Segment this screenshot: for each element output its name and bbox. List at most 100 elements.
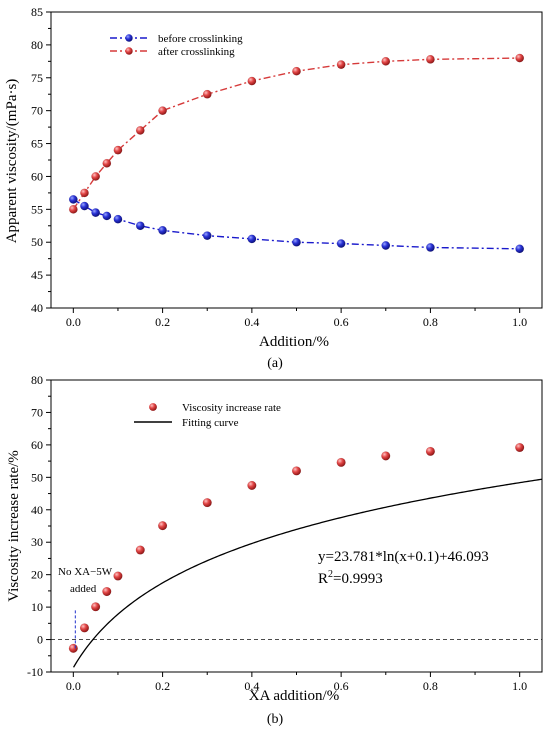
chart-a-y-tick-label: 40 — [31, 301, 43, 315]
chart-a-series-before-crosslinking-point — [80, 201, 89, 211]
chart-b-series-viscosity-increase-rate-point — [68, 643, 78, 653]
chart-a-frame — [50, 11, 543, 309]
chart-b-y-tick-label: 40 — [31, 503, 43, 517]
chart-b-series-viscosity-increase-rate-point — [291, 466, 302, 476]
chart-b-y-tick-label: -10 — [27, 665, 43, 679]
chart-b-series-viscosity-increase-rate-point — [515, 442, 525, 453]
chart-a-axes: 0.0 0.2 0.4 0.6 0.8 1.0 40 45 50 55 60 65 70 75 80 85 — [31, 5, 543, 329]
chart-a-series-after-crosslinking-point — [102, 158, 112, 168]
chart-b-y-tick-label: 70 — [31, 405, 43, 419]
chart-a-series-after-crosslinking-point — [202, 89, 212, 99]
chart-a-x-tick-label: 0.8 — [423, 315, 438, 329]
chart-a-y-tick-label: 60 — [31, 169, 43, 183]
chart-a: 0.0 0.2 0.4 0.6 0.8 1.0 40 45 50 55 60 65 70 75 80 85 b… — [4, 5, 543, 371]
chart-a-series-before-crosslinking-point — [336, 239, 346, 248]
chart-b-y-axis-label: Viscosity increase rate/% — [6, 450, 22, 602]
chart-a-series-after-crosslinking-point — [381, 56, 391, 66]
chart-b-series-viscosity-increase-rate-point — [102, 586, 112, 597]
chart-a-x-tick-label: 0.4 — [244, 315, 259, 329]
chart-a-series-after-crosslinking-point — [515, 53, 525, 63]
chart-b-series-fitting-curve-line — [72, 478, 543, 668]
chart-b-no-xa-callout: No XA−5W added — [58, 566, 113, 650]
chart-b-callout-line1: No XA−5W — [58, 566, 113, 578]
chart-a-y-tick-label: 70 — [31, 104, 43, 118]
chart-b-series-viscosity-increase-rate-point — [247, 480, 257, 491]
chart-b-x-tick-label: 0.4 — [244, 679, 259, 693]
chart-a-series-before-crosslinking-point — [102, 211, 112, 221]
chart-b-series-viscosity-increase-rate-point — [425, 446, 436, 456]
chart-a-series-before-crosslinking-point — [381, 241, 391, 250]
chart-b-series-viscosity-increase-rate-point — [381, 451, 391, 461]
chart-a-y-tick-label: 75 — [31, 71, 43, 85]
chart-a-y-tick-label: 50 — [31, 235, 43, 249]
chart-b: 0.0 0.2 0.4 0.6 0.8 1.0 -10 0 10 20 30 40 50 60 70 80 V… — [6, 373, 543, 727]
chart-b-x-tick-label: 1.0 — [512, 679, 527, 693]
chart-b-y-tick-label: 10 — [31, 600, 43, 614]
chart-a-series-before-crosslinking-point — [135, 221, 145, 231]
chart-a-x-tick-label: 0.2 — [155, 315, 170, 329]
chart-a-y-tick-label: 80 — [31, 38, 43, 52]
chart-b-series-viscosity-increase-rate-point — [79, 623, 90, 633]
chart-b-x-tick-label: 0.6 — [334, 679, 349, 693]
chart-b-r-squared: R2=0.9993 — [318, 569, 383, 587]
chart-b-panel-label: (b) — [267, 712, 284, 727]
chart-a-x-tick-label: 1.0 — [512, 315, 527, 329]
chart-a-series-before-crosslinking-point — [91, 208, 101, 218]
chart-b-callout-line2: added — [70, 583, 97, 595]
chart-a-series-after-crosslinking-line — [72, 57, 520, 210]
chart-b-y-tick-label: 60 — [31, 438, 43, 452]
chart-a-x-tick-label: 0.6 — [334, 315, 349, 329]
chart-b-y-tick-label: 20 — [31, 568, 43, 582]
chart-b-x-tick-label: 0.8 — [423, 679, 438, 693]
chart-b-legend-viscosity-increase-rate-marker — [149, 403, 157, 411]
chart-b-series-viscosity-increase-rate-point — [336, 457, 346, 468]
chart-b-legend: Viscosity increase rate Fitting curve — [134, 402, 281, 429]
chart-a-series-before-crosslinking-point — [292, 237, 301, 247]
chart-b-series-viscosity-increase-rate-point — [135, 545, 145, 555]
chart-b-x-tick-label: 0.2 — [155, 679, 170, 693]
chart-a-y-tick-label: 85 — [31, 5, 43, 19]
chart-b-fit-equation: y=23.781*ln(x+0.1)+46.093 — [318, 549, 489, 565]
chart-a-series-after-crosslinking-point — [247, 76, 257, 86]
chart-a-series-after-crosslinking-point — [158, 106, 167, 116]
chart-a-series-before-crosslinking-point — [158, 225, 167, 235]
chart-b-y-tick-label: 0 — [37, 633, 43, 647]
chart-a-y-tick-label: 55 — [31, 202, 43, 216]
chart-b-series-viscosity-increase-rate-point — [157, 521, 168, 531]
chart-a-y-tick-label: 65 — [31, 137, 43, 151]
chart-a-panel-label: (a) — [267, 356, 283, 371]
chart-b-series-layer — [68, 442, 543, 668]
chart-b-y-tick-label: 50 — [31, 470, 43, 484]
chart-a-legend-after-crosslinking-marker — [125, 47, 133, 55]
chart-b-y-tick-label: 80 — [31, 373, 43, 387]
chart-a-series-before-crosslinking-point — [202, 231, 212, 241]
chart-a-series-after-crosslinking-point — [135, 125, 145, 135]
chart-b-axes: 0.0 0.2 0.4 0.6 0.8 1.0 -10 0 10 20 30 40 50 60 70 80 — [27, 373, 543, 693]
chart-a-legend-before-crosslinking-label: before crosslinking — [158, 33, 243, 45]
chart-a-series-before-crosslinking-point — [113, 214, 123, 224]
chart-a-series-before-crosslinking-point — [426, 243, 435, 252]
chart-a-x-axis-label: Addition/% — [259, 334, 329, 350]
chart-a-y-tick-label: 45 — [31, 268, 43, 282]
chart-a-series-after-crosslinking-point — [80, 188, 89, 198]
chart-a-series-before-crosslinking-line — [72, 198, 520, 250]
chart-b-series-viscosity-increase-rate-point — [202, 498, 212, 508]
chart-a-legend-after-crosslinking-label: after crosslinking — [158, 46, 235, 58]
chart-a-x-tick-label: 0.0 — [66, 315, 81, 329]
chart-a-legend-before-crosslinking-marker — [125, 34, 133, 42]
chart-a-series-after-crosslinking-point — [426, 54, 435, 64]
chart-b-legend-viscosity-increase-rate-label: Viscosity increase rate — [182, 402, 281, 414]
chart-a-series-layer — [68, 53, 525, 254]
chart-b-x-axis-label: XA addition/% — [249, 688, 339, 704]
chart-a-series-before-crosslinking-point — [515, 244, 525, 254]
chart-a-series-before-crosslinking-point — [68, 195, 78, 204]
chart-b-series-viscosity-increase-rate-point — [113, 571, 123, 581]
chart-b-y-tick-label: 30 — [31, 535, 43, 549]
chart-b-legend-fitting-curve-label: Fitting curve — [182, 417, 239, 429]
chart-a-series-after-crosslinking-point — [68, 204, 78, 214]
chart-b-x-tick-label: 0.0 — [66, 679, 81, 693]
chart-a-y-axis-label: Apparent viscosity/(mPa·s) — [4, 79, 20, 244]
chart-a-series-after-crosslinking-point — [113, 145, 123, 155]
